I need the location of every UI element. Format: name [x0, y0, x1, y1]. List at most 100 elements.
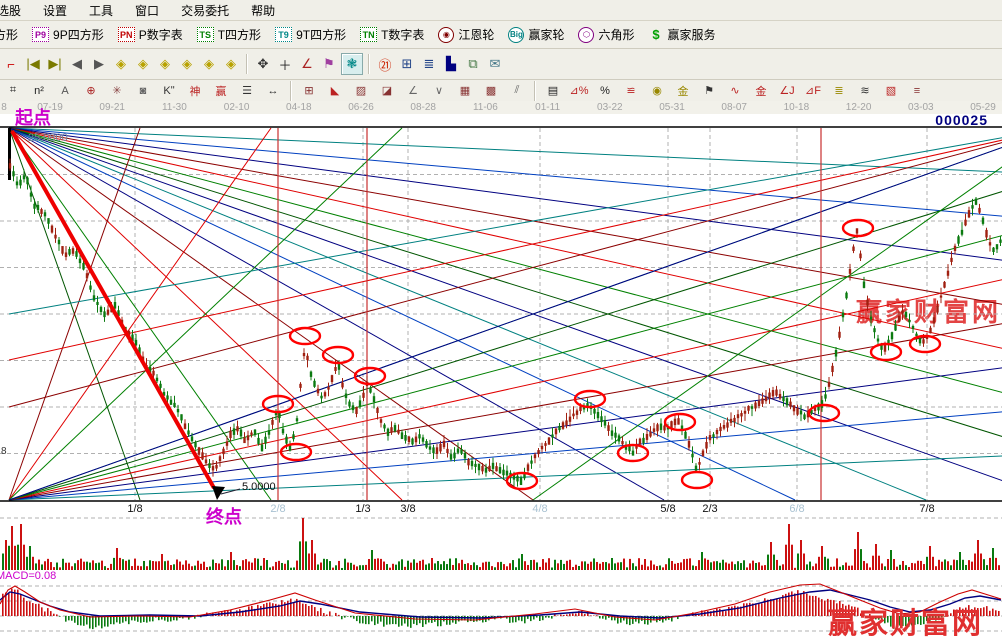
waves-icon[interactable]: ≋ [860, 85, 870, 97]
gann-grid-icon[interactable]: ▨ [355, 85, 367, 97]
compass-icon[interactable]: ⊕ [86, 85, 96, 97]
chart-area[interactable]: 赢家财富网 起点 终点 25.0800 5.0000 8 MACD=0.08 0… [0, 108, 1002, 643]
toolbar-separator [246, 54, 248, 74]
menu-bar: 选股 设置 工具 窗口 交易委托 帮助 [0, 0, 1002, 21]
angle-a-icon[interactable]: A [61, 84, 69, 97]
gold-icon[interactable]: 金 [755, 85, 767, 98]
shape-tool-label: T四方形 [217, 28, 262, 42]
clipped-icon[interactable]: ⌐ [7, 56, 15, 72]
report-icon[interactable]: ≣ [423, 56, 435, 71]
chart-canvas[interactable] [0, 101, 1002, 643]
toolbar-separator [534, 80, 536, 101]
date-label: 01-11 [535, 102, 561, 113]
shape-tool-label: T数字表 [381, 28, 425, 42]
shape-tool-8[interactable]: Big 赢家轮 [508, 26, 564, 43]
win-icon[interactable]: ▧ [885, 85, 897, 97]
gann-box-icon[interactable]: ⊞ [304, 85, 314, 97]
v-lines-icon[interactable]: ∨ [434, 85, 444, 97]
approx-icon[interactable]: ≌ [626, 85, 636, 97]
shape-tool-5[interactable]: T9 9T四方形 [275, 26, 346, 43]
date-label-partial: 8 [1, 102, 7, 113]
shape-tool-label: 赢家服务 [667, 28, 716, 42]
shape-tool-label: 江恩轮 [458, 28, 495, 42]
angle-measure-icon[interactable]: ∠ [301, 56, 313, 71]
gold-line-icon[interactable]: 金 [677, 85, 689, 98]
date-label: 07-19 [37, 102, 63, 113]
last-bar-icon[interactable]: ▶| [48, 56, 62, 71]
mail-icon[interactable]: ✉ [489, 56, 501, 71]
gold-circle-icon[interactable]: ◉ [652, 85, 662, 97]
k-line-icon[interactable]: Kʺ [163, 84, 175, 97]
start-point-label: 起点 [15, 108, 51, 128]
hash-tool-icon[interactable]: ⌗ [9, 84, 17, 96]
shape-tool-badge-icon: P9 [32, 27, 50, 42]
macd-value-label: MACD=0.08 [0, 570, 57, 582]
shape-tool-4[interactable]: TS T四方形 [196, 26, 262, 43]
network-icon[interactable]: ⧉ [468, 56, 478, 71]
wave-icon[interactable]: ∿ [730, 85, 740, 97]
f-angle-icon[interactable]: ⊿F [805, 85, 821, 97]
j-angle-icon[interactable]: ∠J [779, 85, 795, 97]
menu-item-1[interactable]: 选股 [0, 3, 22, 18]
web-icon[interactable]: ✳ [112, 85, 122, 97]
menu-item-6[interactable]: 帮助 [251, 3, 276, 18]
gann-fan-icon[interactable]: ◣ [330, 85, 340, 97]
brush-icon[interactable]: ⚑ [704, 85, 714, 97]
calculator-icon[interactable]: ⊞ [401, 56, 413, 71]
calendar-icon[interactable]: ㉑ [378, 57, 392, 73]
ying-icon[interactable]: 赢 [215, 85, 227, 98]
grid2-icon[interactable]: ▩ [485, 85, 497, 97]
flag-tool-icon[interactable]: ⚑ [323, 56, 335, 71]
menu-item-3[interactable]: 工具 [89, 3, 114, 18]
percent-slope-icon[interactable]: ⊿% [569, 85, 589, 97]
shape-tool-label: P数字表 [138, 28, 183, 42]
n2-tool-icon[interactable]: n² [34, 84, 44, 97]
gann-tools-icon[interactable]: ❃ [341, 53, 363, 75]
fraction-label: 4/8 [532, 503, 548, 515]
shape-tool-label: 9P四方形 [53, 28, 104, 42]
first-bar-icon[interactable]: |◀ [26, 56, 40, 71]
diamond-down-icon[interactable]: ◈ [182, 56, 192, 71]
slash-icon[interactable]: ⫽ [514, 84, 520, 96]
box-circle-icon[interactable]: ◙ [139, 84, 147, 97]
diamond-left-icon[interactable]: ◈ [116, 56, 126, 71]
end-point-label: 终点 [206, 507, 242, 527]
prev-bar-icon[interactable]: ◀ [72, 56, 82, 71]
shape-tool-10[interactable]: $ 赢家服务 [648, 26, 715, 43]
shape-tool-badge-icon: ◉ [438, 26, 455, 43]
menu-item-2[interactable]: 设置 [43, 3, 68, 18]
grid-icon[interactable]: ▦ [459, 85, 471, 97]
span-icon[interactable]: ↔ [267, 84, 279, 97]
angle-lines-icon[interactable]: ∠ [408, 85, 418, 97]
shape-tool-badge-icon: PN [117, 27, 135, 42]
shape-tool-3[interactable]: PN P数字表 [117, 26, 183, 43]
date-label: 06-26 [348, 102, 374, 113]
shape-tool-1[interactable]: 四方形 [0, 26, 18, 43]
save-icon[interactable]: ▙ [446, 56, 456, 71]
diamond-up-icon[interactable]: ◈ [160, 56, 170, 71]
ruler-icon[interactable]: ☰ [242, 85, 252, 97]
hand-icon[interactable]: ✥ [257, 56, 269, 71]
next-bar-icon[interactable]: ▶ [94, 56, 104, 71]
list-tool-icon[interactable]: ▤ [547, 85, 559, 97]
menu-item-5[interactable]: 交易委托 [181, 3, 230, 18]
fraction-label: 2/3 [702, 503, 718, 515]
diamond-right-icon[interactable]: ◈ [138, 56, 148, 71]
crosshair-icon[interactable]: ＋ [278, 57, 292, 73]
eq-icon[interactable]: ≡ [913, 84, 921, 97]
diamond-move-icon[interactable]: ◈ [226, 56, 236, 71]
shape-tool-2[interactable]: P9 9P四方形 [32, 26, 104, 43]
diamond-cross-icon[interactable]: ◈ [204, 56, 214, 71]
shape-tool-badge-icon: $ [652, 27, 660, 42]
date-label: 10-18 [783, 102, 810, 113]
stack-icon[interactable]: ≣ [834, 85, 844, 97]
shape-tool-9[interactable]: ⬡ 六角形 [578, 26, 634, 43]
toolbar-separator [368, 54, 370, 74]
shape-tool-7[interactable]: ◉ 江恩轮 [438, 26, 494, 43]
shen-icon[interactable]: 神 [189, 85, 201, 98]
menu-item-4[interactable]: 窗口 [135, 3, 160, 18]
shape-tool-6[interactable]: TN T数字表 [360, 26, 424, 43]
percent-icon[interactable]: % [600, 84, 610, 97]
gann-square-icon[interactable]: ◪ [381, 85, 393, 97]
